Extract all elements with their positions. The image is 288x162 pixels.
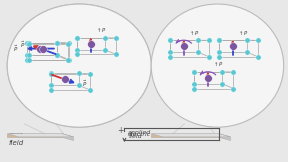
Text: electric: electric <box>128 132 151 137</box>
Text: +: + <box>117 126 124 135</box>
Polygon shape <box>151 134 230 137</box>
Text: field: field <box>128 134 142 139</box>
Polygon shape <box>219 134 230 140</box>
Polygon shape <box>62 134 73 140</box>
Ellipse shape <box>7 4 151 127</box>
Text: $\vec{P}$: $\vec{P}$ <box>14 44 19 54</box>
Polygon shape <box>7 134 73 137</box>
Ellipse shape <box>7 4 151 127</box>
Text: $\uparrow$$P$: $\uparrow$$P$ <box>237 29 248 37</box>
Text: $\vec{P}$: $\vec{P}$ <box>82 79 87 89</box>
Text: $\uparrow$$P$: $\uparrow$$P$ <box>95 26 106 34</box>
Ellipse shape <box>151 4 284 127</box>
Text: $\uparrow$$P$: $\uparrow$$P$ <box>212 60 223 68</box>
Text: $\vec{P}$: $\vec{P}$ <box>20 40 26 50</box>
Text: zero
field: zero field <box>8 132 23 145</box>
Polygon shape <box>151 134 219 137</box>
Text: $\uparrow$$P$: $\uparrow$$P$ <box>188 29 199 37</box>
Text: applied: applied <box>128 130 151 135</box>
Polygon shape <box>7 134 62 137</box>
